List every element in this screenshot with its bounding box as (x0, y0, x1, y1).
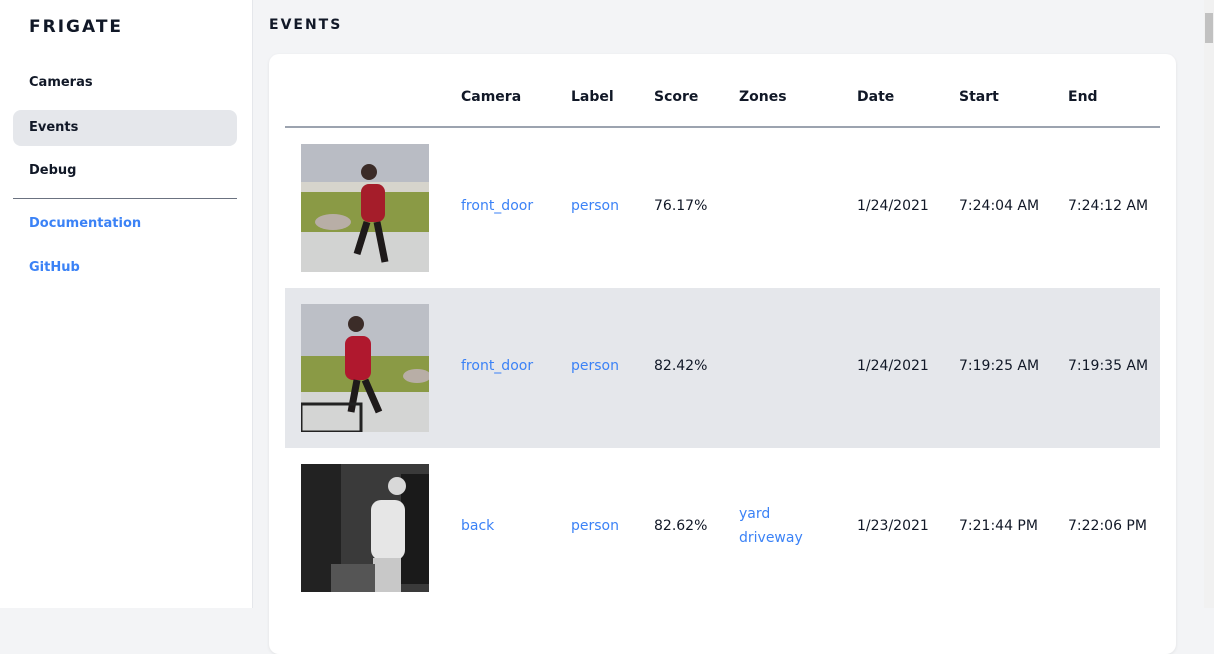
camera-link[interactable]: back (461, 518, 495, 534)
app-logo: FRIGATE (29, 17, 124, 37)
end-time: 7:24:12 AM (1068, 198, 1149, 214)
event-thumbnail[interactable] (301, 304, 429, 432)
header-end: End (1068, 89, 1098, 105)
table-row[interactable]: front_door person 82.42% 1/24/2021 7:19:25 A… (285, 288, 1160, 448)
scrollbar-thumb[interactable] (1205, 13, 1213, 43)
documentation-link[interactable]: Documentation (29, 216, 142, 231)
camera-link[interactable]: front_door (461, 198, 534, 214)
event-thumbnail[interactable] (301, 144, 429, 272)
score-value: 82.62% (654, 518, 708, 534)
header-start: Start (959, 89, 999, 105)
score-value: 82.42% (654, 358, 708, 374)
start-time: 7:21:44 PM (959, 518, 1038, 534)
event-thumbnail[interactable] (301, 464, 429, 592)
sidebar-item-debug[interactable]: Debug (29, 163, 77, 178)
sidebar-item-events[interactable]: Events (13, 110, 237, 146)
header-score: Score (654, 89, 699, 105)
score-value: 76.17% (654, 198, 708, 214)
table-row[interactable]: front_door person 76.17% 1/24/2021 7:24:04 A… (285, 128, 1160, 288)
date-value: 1/23/2021 (857, 518, 929, 534)
page-title: EVENTS (269, 17, 343, 33)
header-camera: Camera (461, 89, 522, 105)
date-value: 1/24/2021 (857, 198, 929, 214)
zone-link[interactable]: driveway (739, 530, 803, 546)
github-link[interactable]: GitHub (29, 260, 80, 275)
label-link[interactable]: person (571, 358, 619, 374)
table-row[interactable]: back person 82.62% yard driveway 1/23/2021 7:2… (285, 448, 1160, 608)
sidebar: FRIGATE Cameras Events Debug Documentati… (0, 0, 253, 608)
header-date: Date (857, 89, 895, 105)
header-label: Label (571, 89, 614, 105)
header-zones: Zones (739, 89, 787, 105)
sidebar-item-cameras[interactable]: Cameras (29, 75, 93, 90)
camera-link[interactable]: front_door (461, 358, 534, 374)
label-link[interactable]: person (571, 518, 619, 534)
zone-link[interactable]: yard (739, 506, 771, 522)
scrollbar[interactable] (1204, 0, 1214, 608)
header-divider (285, 126, 1160, 128)
start-time: 7:19:25 AM (959, 358, 1040, 374)
date-value: 1/24/2021 (857, 358, 929, 374)
sidebar-divider (13, 198, 237, 199)
end-time: 7:22:06 PM (1068, 518, 1147, 534)
end-time: 7:19:35 AM (1068, 358, 1149, 374)
start-time: 7:24:04 AM (959, 198, 1040, 214)
label-link[interactable]: person (571, 198, 619, 214)
